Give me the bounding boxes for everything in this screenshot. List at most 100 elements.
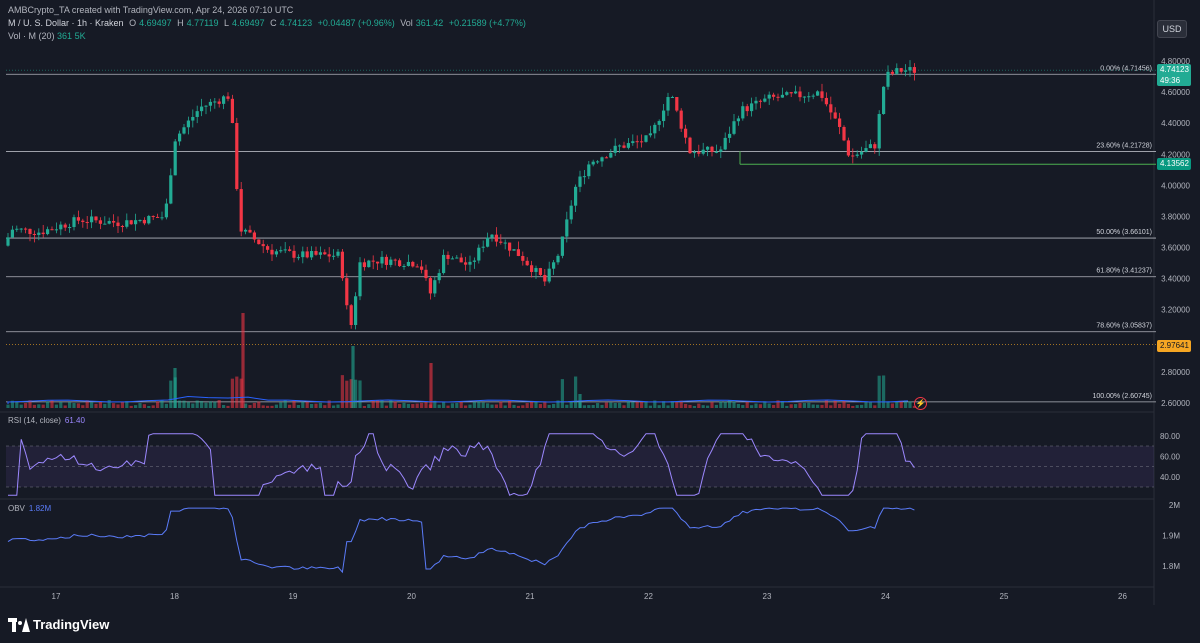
- volume-bar: [340, 375, 344, 408]
- candle-body: [670, 97, 674, 99]
- volume-bar: [103, 403, 107, 408]
- candle-body: [609, 152, 613, 158]
- candle-body: [706, 146, 710, 150]
- volume-bar: [292, 400, 296, 408]
- volume-bar: [688, 404, 692, 408]
- candle-body: [50, 229, 54, 231]
- candle-body: [81, 220, 85, 222]
- low-label: L: [224, 18, 230, 28]
- volume-bar: [789, 404, 793, 408]
- volume-bar: [389, 400, 393, 408]
- volume-bar: [626, 401, 630, 408]
- candle-body: [587, 164, 591, 177]
- volume-bar: [173, 368, 177, 408]
- symbol-title[interactable]: M / U. S. Dollar · 1h · Kraken: [8, 18, 124, 28]
- volume-bar: [305, 401, 309, 408]
- credit-text: AMBCrypto_TA created with TradingView.co…: [8, 5, 294, 15]
- candle-body: [547, 268, 551, 282]
- candle-body: [200, 106, 204, 112]
- volume-bar: [301, 401, 305, 408]
- candle-body: [503, 242, 507, 244]
- chart-header: AMBCrypto_TA created with TradingView.co…: [8, 4, 529, 43]
- volume-bar: [433, 400, 437, 408]
- candle-body: [213, 101, 217, 103]
- volume-bar: [851, 405, 855, 408]
- price-tick-label: 3.60000: [1161, 244, 1190, 253]
- volume-bar: [72, 403, 76, 408]
- candle-body: [226, 96, 230, 99]
- candle-body: [10, 229, 14, 238]
- candle-body: [147, 215, 151, 224]
- candle-countdown: 49:36: [1160, 76, 1181, 85]
- candle-body: [424, 269, 428, 279]
- volume-bar: [864, 402, 868, 408]
- volume-bar: [552, 403, 556, 408]
- candle-body: [107, 221, 111, 224]
- volume-bar: [569, 401, 573, 408]
- volume-bar: [811, 404, 815, 408]
- candle-body: [873, 144, 877, 149]
- currency-button[interactable]: USD: [1157, 20, 1187, 38]
- candle-body: [173, 141, 177, 176]
- volume-bar: [732, 401, 736, 408]
- volume-bar: [494, 404, 498, 408]
- vol-value: 361.42: [415, 18, 444, 28]
- volume-bar: [499, 401, 503, 408]
- candle-body: [279, 250, 283, 252]
- volume-bar: [191, 403, 195, 408]
- candle-body: [710, 146, 714, 152]
- volume-bar: [486, 403, 490, 408]
- candle-body: [798, 91, 802, 98]
- volume-bar: [868, 402, 872, 408]
- obv-tick-label: 1.8M: [1162, 562, 1180, 571]
- candle-body: [477, 247, 481, 261]
- volume-bar: [213, 401, 217, 408]
- time-axis-label: 22: [644, 592, 653, 601]
- volume-bar: [516, 405, 520, 408]
- rsi-legend[interactable]: RSI (14, close) 61.40: [8, 416, 85, 425]
- candle-body: [125, 220, 129, 227]
- volume-bar: [587, 405, 591, 408]
- volume-bar: [178, 400, 182, 408]
- close-value: 4.74123: [279, 18, 313, 28]
- volume-bar: [582, 405, 586, 408]
- lightning-icon[interactable]: ⚡: [914, 397, 927, 410]
- candle-body: [186, 120, 190, 128]
- candle-body: [838, 118, 842, 127]
- time-axis-label: 18: [170, 592, 179, 601]
- candle-body: [688, 137, 692, 154]
- candle-body: [882, 86, 886, 115]
- candle-body: [323, 252, 327, 255]
- candle-body: [19, 228, 23, 230]
- volume-bar: [384, 405, 388, 408]
- volume-bar: [600, 404, 604, 408]
- volume-bar: [719, 401, 723, 408]
- volume-bar: [820, 404, 824, 408]
- candle-body: [666, 97, 670, 111]
- time-axis-label: 26: [1118, 592, 1127, 601]
- candle-body: [574, 186, 578, 206]
- obv-legend[interactable]: OBV 1.82M: [8, 504, 51, 513]
- volume-bar: [899, 400, 903, 408]
- price-tick-label: 4.40000: [1161, 119, 1190, 128]
- volume-bar: [288, 404, 292, 408]
- candle-body: [270, 249, 274, 255]
- vol-ma-label[interactable]: Vol · M (20): [8, 31, 55, 41]
- candle-body: [701, 149, 705, 154]
- volume-bar: [164, 403, 168, 408]
- volume-bar: [266, 405, 270, 408]
- volume-bar: [424, 401, 428, 408]
- candle-body: [794, 91, 798, 94]
- volume-bar: [728, 400, 732, 408]
- candle-body: [679, 110, 683, 129]
- fib-level-label: 23.60% (4.21728): [1096, 143, 1152, 150]
- tradingview-logo[interactable]: TradingView: [8, 617, 109, 632]
- candle-body: [72, 217, 76, 228]
- volume-bar: [631, 402, 635, 408]
- volume-bar: [186, 401, 190, 408]
- candle-body: [613, 145, 617, 153]
- current-price-tag: 4.74123 49:36: [1157, 64, 1191, 86]
- volume-bar: [508, 400, 512, 408]
- volume-bar: [230, 378, 234, 408]
